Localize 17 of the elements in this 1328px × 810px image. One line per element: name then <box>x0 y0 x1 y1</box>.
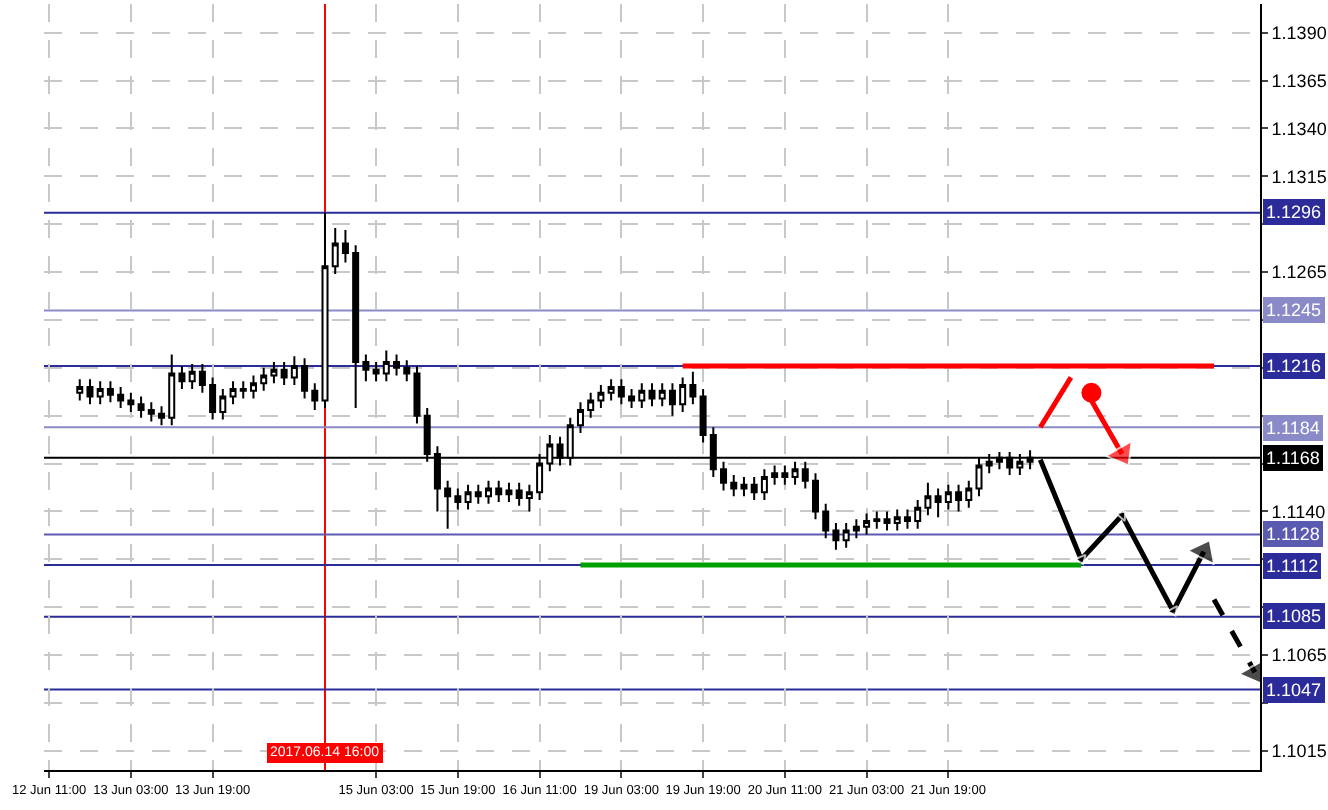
y-tick-label: 1.1065 <box>1271 645 1327 666</box>
y-tick-label: 1.1340 <box>1271 118 1327 139</box>
ref-line-label: 1.1168 <box>1266 448 1320 468</box>
y-tick-label: 1.1315 <box>1271 166 1327 187</box>
y-tick-label: 1.1140 <box>1271 501 1326 522</box>
y-tick-label: 1.1365 <box>1271 70 1327 91</box>
ref-line-label: 1.1128 <box>1266 524 1320 544</box>
ref-line-label: 1.1245 <box>1266 300 1322 320</box>
ref-line-label: 1.1085 <box>1266 606 1322 626</box>
y-tick-label: 1.1390 <box>1271 23 1327 44</box>
ref-line-label: 1.1184 <box>1266 418 1320 438</box>
y-tick-label: 1.1015 <box>1271 741 1327 762</box>
ref-line-label: 1.1047 <box>1266 680 1322 700</box>
y-tick-label: 1.1265 <box>1271 262 1327 283</box>
ref-line-label: 1.1216 <box>1266 356 1322 376</box>
ref-line-label: 1.1112 <box>1266 556 1319 576</box>
ref-line-label: 1.1296 <box>1266 202 1322 222</box>
